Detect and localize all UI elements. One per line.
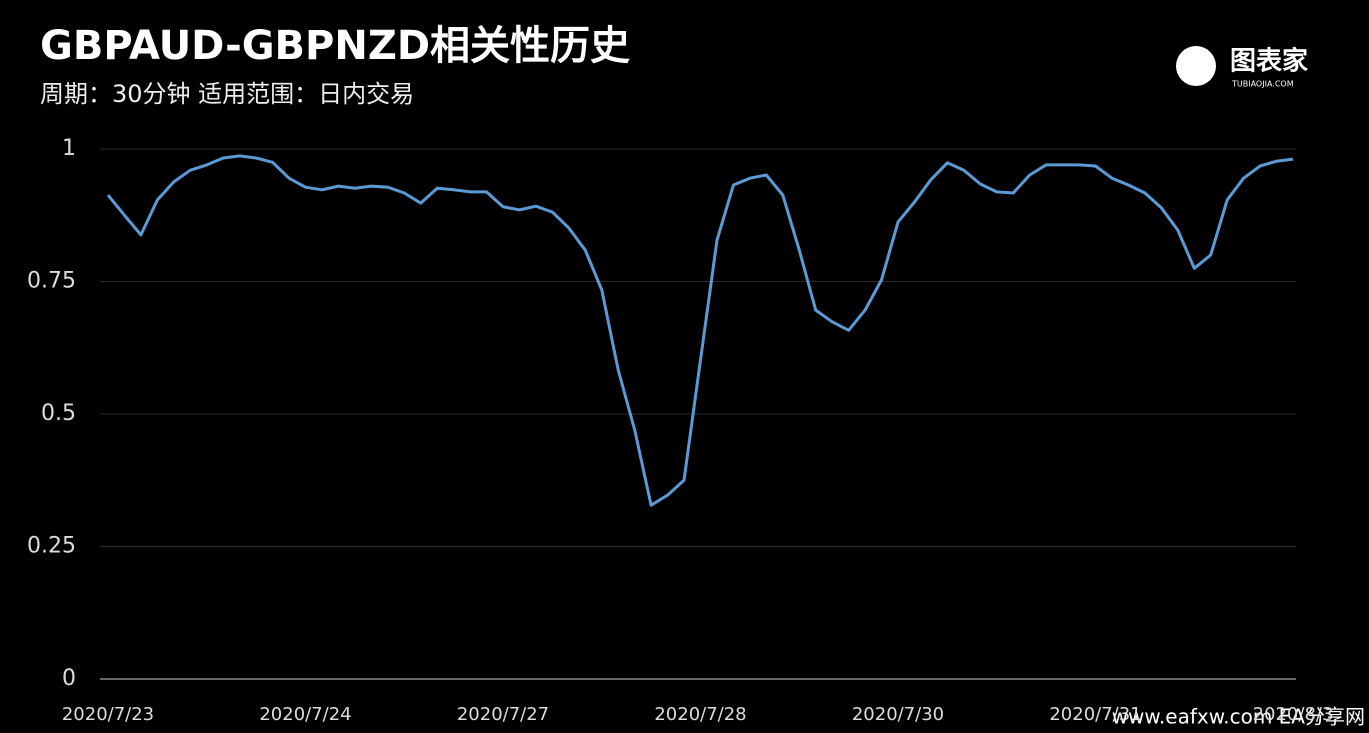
- logo: 图表家: [1230, 46, 1308, 77]
- y-tick-label: 0.75: [27, 269, 76, 294]
- chart-title: GBPAUD-GBPNZD相关性历史: [40, 23, 630, 69]
- x-tick-label: 2020/8/3: [1253, 704, 1334, 725]
- line: [106, 154, 1294, 507]
- logo-sub: TUBIAOJIA.COM: [1231, 80, 1294, 89]
- y-tick-label: 0: [62, 666, 76, 691]
- y-tick-label: 0.25: [27, 534, 76, 559]
- logo-icon: [1176, 46, 1216, 86]
- x-tick-label: 2020/7/23: [62, 704, 154, 725]
- x-tick-label: 2020/7/27: [457, 704, 549, 725]
- chart-subtitle: 周期：30分钟 适用范围：日内交易: [40, 80, 414, 108]
- x-tick-label: 2020/7/28: [654, 704, 746, 725]
- x-tick-label: 2020/7/31: [1049, 704, 1141, 725]
- x-tick-label: 2020/7/30: [852, 704, 944, 725]
- x-tick-label: 2020/7/24: [259, 704, 351, 725]
- y-tick-label: 0.5: [41, 401, 76, 426]
- y-tick-label: 1: [62, 136, 76, 161]
- watermark: www.eafxw.com EA分享网: [1112, 705, 1365, 729]
